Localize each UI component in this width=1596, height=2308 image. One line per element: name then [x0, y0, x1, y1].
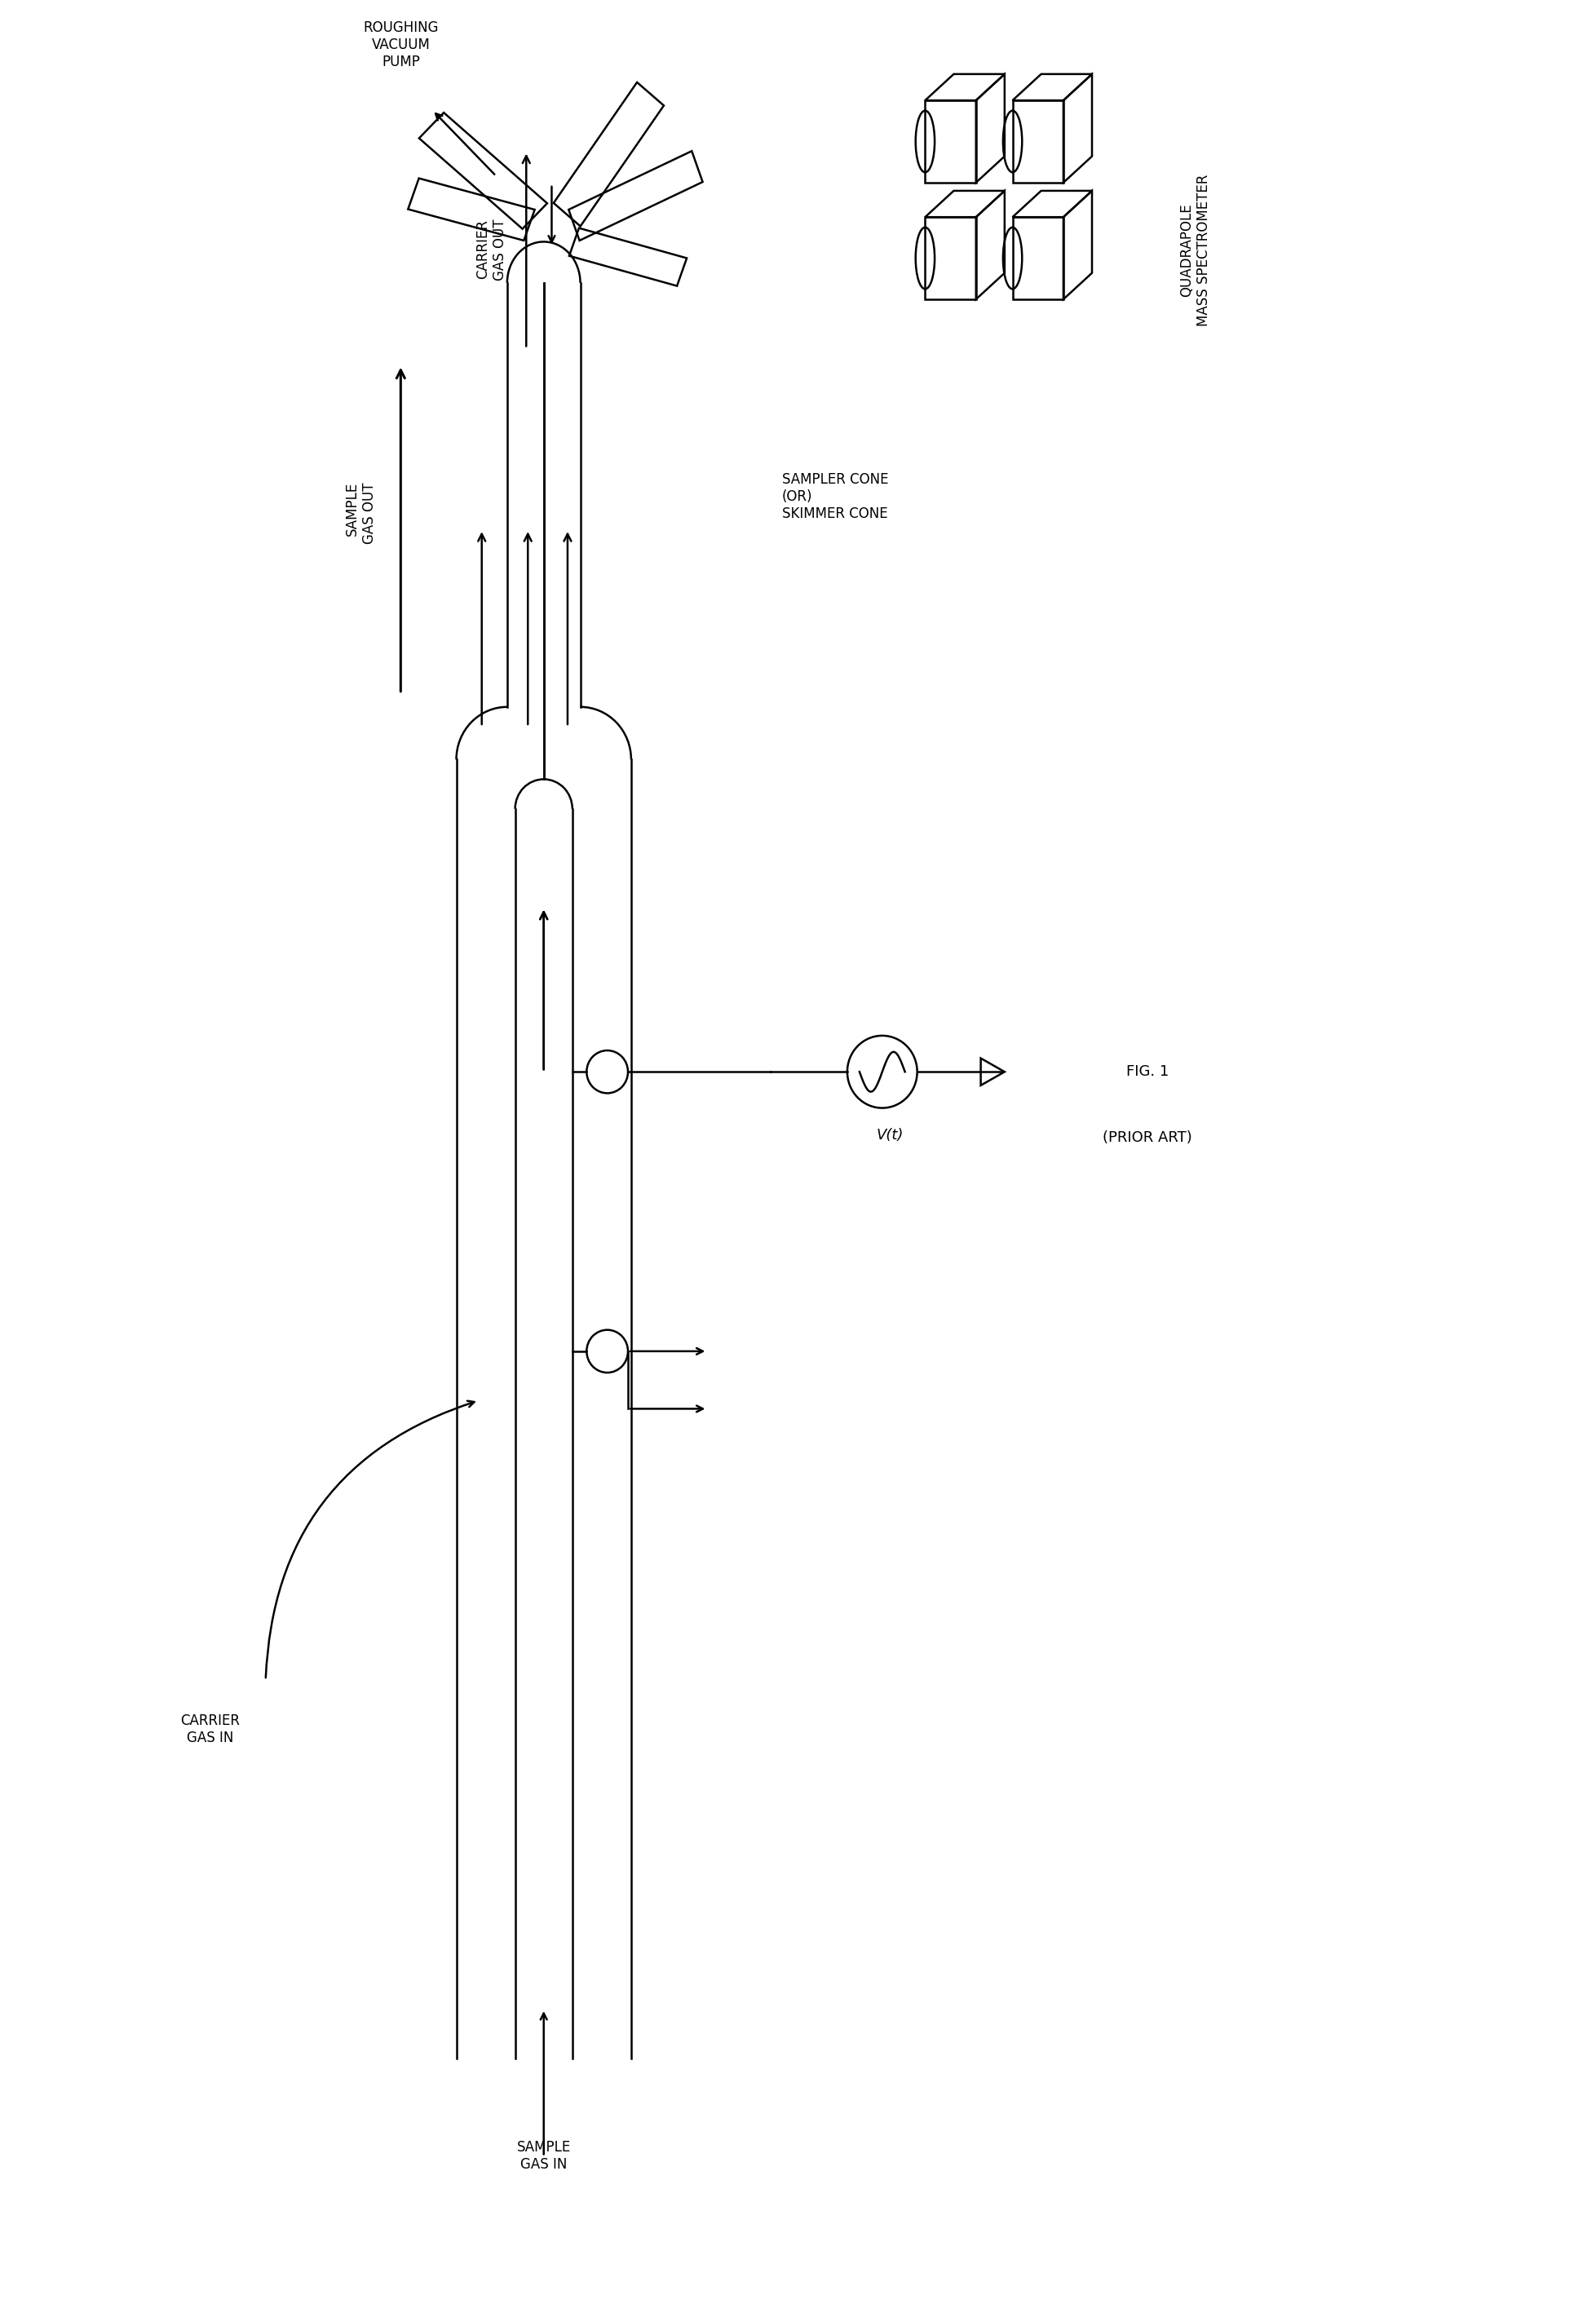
Text: SAMPLE
GAS IN: SAMPLE GAS IN: [517, 2140, 571, 2172]
Text: (PRIOR ART): (PRIOR ART): [1103, 1131, 1192, 1145]
Text: FIG. 1: FIG. 1: [1127, 1064, 1168, 1080]
Text: ROUGHING
VACUUM
PUMP: ROUGHING VACUUM PUMP: [362, 21, 439, 69]
Text: CARRIER
GAS OUT: CARRIER GAS OUT: [476, 219, 508, 282]
Text: QUADRAPOLE
MASS SPECTROMETER: QUADRAPOLE MASS SPECTROMETER: [1179, 173, 1211, 325]
Text: SAMPLE
GAS OUT: SAMPLE GAS OUT: [345, 482, 377, 545]
Text: CARRIER
GAS IN: CARRIER GAS IN: [180, 1713, 239, 1745]
Text: SAMPLER CONE
(OR)
SKIMMER CONE: SAMPLER CONE (OR) SKIMMER CONE: [782, 473, 889, 522]
Text: V(t): V(t): [876, 1129, 903, 1142]
